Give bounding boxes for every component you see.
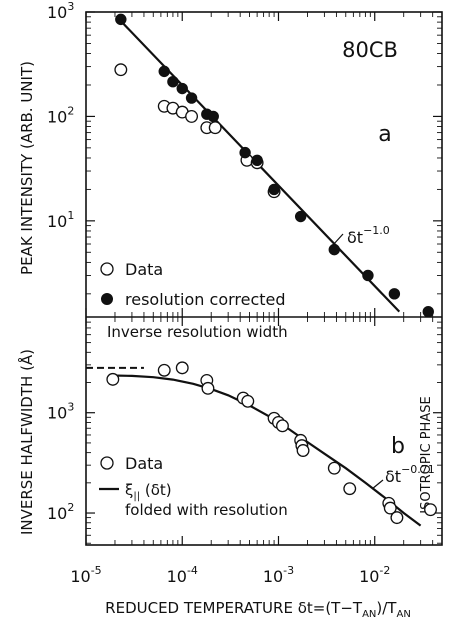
y-tick-label-base: 10: [47, 212, 67, 231]
x-tick-label-exp: -2: [379, 564, 390, 577]
legend-b-data-label: Data: [125, 454, 163, 473]
legend-b-curve-sub: ||: [133, 491, 140, 502]
x-tick-label-base: 10: [359, 567, 379, 586]
x-title-sub2: AN: [396, 609, 410, 620]
fit-label-a: δt−1.0: [347, 224, 390, 247]
panel-b: b INVERSE HALFWIDTH (Å) Inverse resoluti…: [17, 323, 435, 620]
open-point-b: [327, 461, 341, 475]
panel-b-label: b: [391, 434, 405, 459]
filled-point-a: [185, 92, 198, 104]
filled-point-a: [268, 183, 280, 196]
filled-point-a: [251, 154, 263, 167]
fit-label-b-base: δt: [385, 467, 401, 486]
open-point-b: [201, 381, 215, 395]
filled-point-a: [422, 305, 434, 318]
filled-point-a: [294, 210, 307, 223]
y-tick-label-exp: 2: [67, 104, 74, 117]
x-title-sub1: AN: [362, 609, 376, 620]
legend-b-curve-label-line2: folded with resolution: [125, 501, 288, 519]
legend-a-open-marker: [100, 262, 114, 276]
y-tick-label-exp: 3: [67, 401, 74, 414]
fit-label-b: δt−0.71: [385, 463, 435, 486]
legend-b-curve-arg: (δt): [140, 481, 172, 499]
open-point-a: [208, 121, 222, 135]
filled-point-a: [207, 110, 219, 123]
x-tick-label-base: 10: [70, 567, 90, 586]
open-point-b: [343, 482, 357, 496]
y-tick-label-a: 103: [47, 0, 74, 22]
fit-label-b-pointer: [371, 479, 384, 490]
y-tick-label-base: 10: [47, 3, 67, 22]
y-tick-label-base: 10: [47, 107, 67, 126]
y-tick-label-b: 103: [47, 401, 74, 423]
filled-point-a: [167, 76, 179, 88]
x-tick-label-base: 10: [167, 567, 187, 586]
sample-label: 80CB: [342, 38, 398, 62]
x-tick-label-exp: -3: [283, 564, 294, 577]
x-tick-label: 10-5: [70, 564, 101, 586]
y-tick-label-base: 10: [47, 504, 67, 523]
filled-point-a: [158, 65, 170, 78]
panel-a-label: a: [378, 122, 391, 147]
filled-point-a: [362, 269, 374, 282]
legend-b-curve-label: ξ|| (δt): [125, 481, 172, 502]
legend-a: Data resolution corrected: [100, 260, 286, 309]
filled-point-a: [176, 82, 188, 95]
x-tick-label: 10-3: [263, 564, 294, 586]
open-point-a: [185, 109, 199, 123]
side-label: ISOTROPIC PHASE: [419, 396, 434, 513]
y-tick-label-exp: 2: [67, 501, 74, 514]
open-point-b: [241, 394, 255, 408]
y-tick-label-base: 10: [47, 404, 67, 423]
panel-a: 80CB a PEAK INTENSITY (ARB. UNIT) δt−1.0…: [18, 38, 398, 309]
open-point-b: [175, 361, 189, 375]
x-axis-title: REDUCED TEMPERATURE δt=(T−TAN)/TAN: [105, 599, 411, 620]
y-axis-title-a: PEAK INTENSITY (ARB. UNIT): [18, 61, 36, 275]
y-tick-label-b: 102: [47, 501, 74, 523]
legend-a-data-label: Data: [125, 260, 163, 279]
legend-b-open-marker: [100, 456, 114, 470]
y-tick-label-a: 101: [47, 209, 74, 231]
open-point-b: [383, 501, 397, 515]
y-axis-title-b: INVERSE HALFWIDTH (Å): [17, 349, 36, 535]
filled-point-a: [388, 288, 401, 300]
filled-point-a: [115, 13, 127, 26]
filled-point-a: [328, 243, 340, 256]
open-point-b: [157, 363, 171, 377]
x-tick-label-exp: -4: [187, 564, 198, 577]
y-tick-label-a: 102: [47, 104, 74, 126]
open-point-b: [390, 511, 404, 525]
x-tick-label: 10-4: [167, 564, 198, 586]
fit-label-a-base: δt: [347, 228, 363, 247]
fit-label-b-exp: −0.71: [401, 463, 435, 476]
legend-b: Data ξ|| (δt) folded with resolution: [99, 454, 288, 519]
y-tick-label-exp: 1: [67, 209, 74, 222]
open-point-b: [424, 503, 437, 517]
x-tick-label-base: 10: [263, 567, 283, 586]
open-point-a: [114, 63, 128, 77]
points-layer: [106, 13, 437, 525]
x-tick-label: 10-2: [359, 564, 390, 586]
fit-label-a-exp: −1.0: [363, 224, 390, 237]
open-point-b: [106, 372, 120, 386]
x-title-mid: )/T: [376, 599, 397, 617]
legend-a-filled-marker: [101, 293, 113, 305]
filled-point-a: [239, 146, 251, 159]
y-tick-label-exp: 3: [67, 0, 74, 13]
open-point-b: [276, 419, 289, 433]
reference-line-label: Inverse resolution width: [107, 323, 288, 341]
x-tick-label-exp: -5: [91, 564, 102, 577]
open-point-b: [296, 444, 310, 457]
legend-a-corrected-label: resolution corrected: [125, 290, 286, 309]
